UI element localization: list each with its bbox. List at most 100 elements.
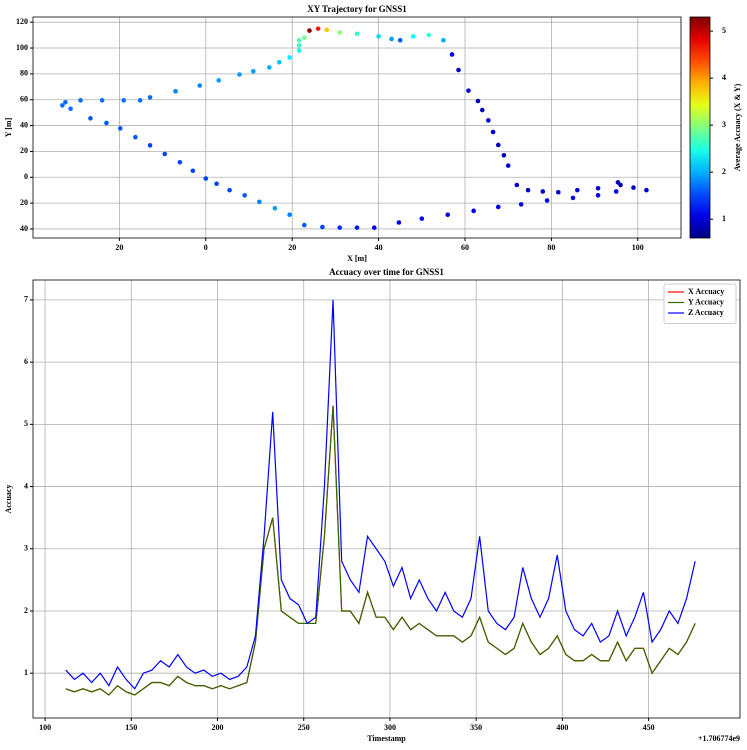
trajectory-point <box>117 126 123 131</box>
trajectory-point <box>419 216 425 221</box>
trajectory-point <box>466 88 471 93</box>
trajectory-point <box>296 37 302 43</box>
trajectory-point <box>60 103 65 108</box>
y-tick-label: 7 <box>24 295 28 304</box>
y-axis-label: Y [m] <box>4 117 13 137</box>
trajectory-point <box>320 224 325 230</box>
trajectory-point <box>595 193 601 198</box>
series-line <box>65 405 696 696</box>
x-tick-label: 450 <box>643 723 655 732</box>
trajectory-point <box>237 72 242 77</box>
trajectory-point <box>354 225 360 230</box>
legend-box <box>663 283 737 324</box>
trajectory-point <box>337 30 343 35</box>
x-tick-label: 250 <box>298 723 310 732</box>
y-tick-label: 20 <box>20 198 28 207</box>
x-tick-label: 200 <box>212 723 224 732</box>
trajectory-point <box>540 189 546 194</box>
trajectory-point <box>501 152 507 158</box>
x-tick-label: 20 <box>115 243 123 252</box>
chart-title: XY Trajectory for GNSS1 <box>307 4 407 14</box>
series-line <box>65 299 696 690</box>
trajectory-point <box>324 27 330 33</box>
legend-label: X Accuacy <box>688 287 724 296</box>
trajectory-point <box>296 48 302 53</box>
trajectory-point <box>267 65 272 70</box>
colorbar <box>689 16 711 239</box>
trajectory-point <box>518 202 524 207</box>
y-axis-label: Accuacy <box>4 485 13 514</box>
trajectory-point <box>272 205 278 211</box>
trajectory-point <box>556 189 561 195</box>
trajectory-point <box>456 67 461 73</box>
trajectory-point <box>99 98 105 103</box>
trajectory-point <box>354 31 360 37</box>
trajectory-point <box>276 59 282 65</box>
x-tick-label: 400 <box>556 723 568 732</box>
trajectory-point <box>376 34 381 39</box>
y-tick-label: 40 <box>20 224 28 233</box>
x-tick-label: 40 <box>375 243 383 252</box>
trajectory-point <box>495 142 501 148</box>
trajectory-point <box>287 212 292 218</box>
x-tick-label: 300 <box>384 723 396 732</box>
trajectory-point <box>197 83 203 88</box>
trajectory-point <box>121 98 127 103</box>
trajectory-point <box>307 28 312 33</box>
trajectory-point <box>618 182 623 188</box>
trajectory-point <box>315 26 321 31</box>
y-tick-label: 60 <box>20 95 28 104</box>
y-tick-label: 120 <box>16 17 28 26</box>
trajectory-point <box>301 35 307 40</box>
x-offset-label: +1.706774e9 <box>698 734 740 743</box>
trajectory-point <box>214 181 219 187</box>
y-tick-label: 1 <box>24 668 28 677</box>
trajectory-point <box>190 168 196 174</box>
trajectory-point <box>613 189 619 194</box>
y-tick-label: 40 <box>20 120 28 129</box>
legend-label: Z Accuacy <box>688 308 724 317</box>
trajectory-point <box>544 198 550 203</box>
trajectory-point <box>88 116 93 121</box>
axes-frame <box>32 16 682 239</box>
y-tick-label: 80 <box>20 69 28 78</box>
trajectory-point <box>475 98 481 104</box>
trajectory-point <box>216 78 222 83</box>
trajectory-point <box>570 195 576 201</box>
trajectory-point <box>514 182 520 188</box>
x-tick-label: 0 <box>204 243 208 252</box>
trajectory-point <box>287 55 292 60</box>
x-tick-label: 100 <box>632 243 644 252</box>
trajectory-point <box>505 163 511 168</box>
trajectory-point <box>397 37 403 43</box>
trajectory-point <box>78 98 83 103</box>
x-tick-label: 100 <box>39 723 51 732</box>
colorbar-tick-label: 5 <box>722 26 726 35</box>
chart-title: Accuacy over time for GNSS1 <box>329 267 444 277</box>
x-axis-label: Timestamp <box>367 734 406 743</box>
y-tick-label: 0 <box>24 172 28 181</box>
trajectory-point <box>490 129 496 135</box>
x-tick-label: 60 <box>461 243 469 252</box>
x-axis-label: X [m] <box>347 254 367 263</box>
trajectory-point <box>449 52 455 57</box>
trajectory-point <box>242 193 247 198</box>
colorbar-label: Average Accuacy (X & Y) <box>733 83 742 171</box>
trajectory-point <box>471 208 476 214</box>
trajectory-point <box>426 32 432 38</box>
trajectory-point <box>162 151 168 157</box>
y-tick-label: 100 <box>16 43 28 52</box>
trajectory-point <box>301 222 307 228</box>
trajectory-point <box>495 204 501 210</box>
trajectory-point <box>631 185 636 190</box>
x-tick-label: 350 <box>470 723 482 732</box>
trajectory-point <box>389 36 394 42</box>
trajectory-point <box>486 118 491 123</box>
trajectory-point <box>479 107 485 113</box>
trajectory-point <box>575 187 580 193</box>
legend-label: Y Accuacy <box>688 297 724 306</box>
colorbar-tick-label: 2 <box>722 167 726 176</box>
trajectory-point <box>296 43 302 48</box>
trajectory-point <box>595 185 601 191</box>
trajectory-point <box>525 187 531 193</box>
